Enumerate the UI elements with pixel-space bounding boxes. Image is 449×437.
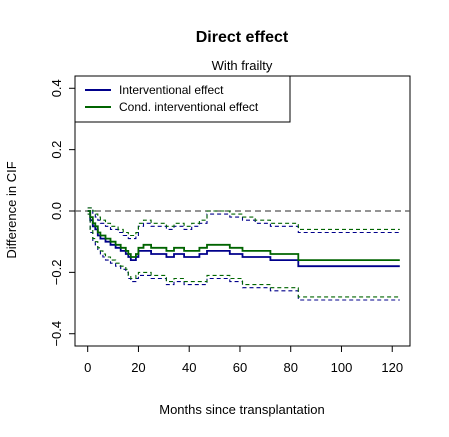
chart-title: Direct effect [196,29,289,46]
y-tick-label-2: 0.0 [49,202,64,220]
x-tick-label-100: 100 [331,360,353,375]
legend-label-1: Cond. interventional effect [119,100,259,114]
x-tick-label-120: 120 [381,360,403,375]
chart-subtitle: With frailty [212,58,273,73]
confidence-band-line-4 [87,207,400,237]
x-tick-label-0: 0 [84,360,91,375]
x-tick-label-60: 60 [233,360,247,375]
x-tick-label-40: 40 [182,360,196,375]
confidence-band-line-5 [87,213,400,298]
x-tick-label-80: 80 [283,360,297,375]
legend-box [74,75,291,123]
y-axis-label: Difference in CIF [4,161,19,258]
x-tick-label-20: 20 [131,360,145,375]
confidence-band-line-3 [87,213,400,301]
legend-label-0: Interventional effect [119,83,224,97]
confidence-band-line-2 [87,207,400,240]
x-axis-label: Months since transplantation [159,402,324,417]
y-tick-label-3: 0.2 [49,141,64,159]
y-tick-label-4: 0.4 [49,79,64,97]
y-tick-label-0: −0.4 [49,321,64,347]
series-line-1 [87,210,400,261]
y-tick-label-1: −0.2 [49,260,64,286]
plot-area: 0 20 40 60 80 100 120 −0.4 −0.2 0.0 0.2 0.4 Interven… [49,75,411,375]
series-line-0 [87,210,400,268]
